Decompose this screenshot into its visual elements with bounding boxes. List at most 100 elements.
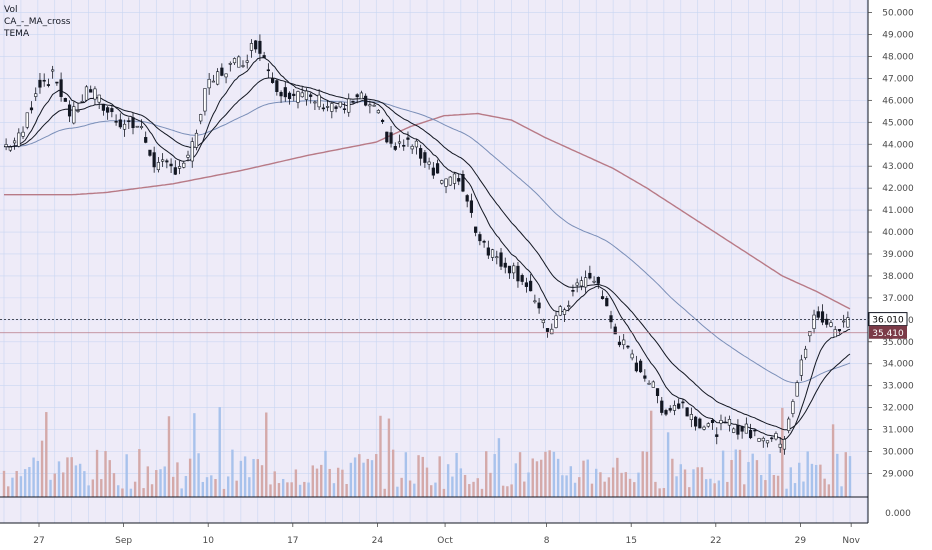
candle-body	[795, 382, 799, 397]
x-tick-label: Oct	[437, 536, 453, 546]
candle-body	[8, 146, 12, 151]
candle-body	[719, 420, 723, 424]
volume-bar	[603, 481, 606, 497]
volume-bar	[658, 488, 661, 497]
y-tick-label: 32.000	[882, 404, 914, 414]
volume-bar	[556, 458, 560, 497]
volume-bar	[523, 481, 526, 497]
candle-body	[271, 77, 275, 83]
candle-body	[592, 280, 596, 283]
volume-bar	[527, 472, 530, 497]
candle-body	[232, 58, 237, 64]
candle-body	[42, 79, 46, 82]
y-tick-label: 37.000	[882, 294, 914, 304]
candle-body	[499, 252, 503, 267]
volume-bar	[599, 472, 602, 497]
candle-body	[29, 107, 34, 111]
volume-bar	[781, 407, 784, 497]
candle-body	[605, 298, 609, 307]
volume-bar	[540, 459, 543, 497]
volume-bar	[578, 477, 581, 497]
volume-bar	[320, 464, 323, 497]
volume-bar	[74, 465, 78, 497]
legend-tema[interactable]: TEMA	[4, 29, 30, 39]
candle-body	[372, 104, 376, 107]
volume-bar	[349, 462, 353, 497]
y-tick-label: 34.000	[882, 360, 914, 370]
volume-bar	[620, 472, 623, 497]
candle-body	[182, 162, 186, 168]
y-tick-label: 41.000	[882, 206, 914, 216]
volume-bar	[95, 449, 99, 497]
volume-bar	[146, 466, 150, 497]
legend-vol[interactable]: Vol	[4, 5, 18, 15]
volume-bar	[734, 449, 737, 497]
candle-body	[34, 93, 38, 97]
candle-body	[266, 69, 270, 72]
candle-body	[80, 101, 84, 103]
volume-bar	[142, 488, 145, 497]
candle-body	[440, 180, 444, 184]
candle-body	[562, 309, 567, 315]
volume-bar	[544, 451, 547, 497]
candle-body	[59, 79, 63, 97]
candle-body	[161, 159, 165, 162]
candle-body	[258, 40, 262, 54]
volume-bar	[438, 456, 441, 497]
volume-bar	[78, 463, 82, 497]
volume-bar	[62, 472, 65, 497]
volume-bar	[582, 460, 585, 497]
candle-body	[427, 161, 431, 165]
volume-bar	[150, 484, 154, 497]
candle-body	[812, 314, 816, 329]
volume-bar	[548, 450, 551, 497]
legend-ma-cross[interactable]: CA_-_MA_cross	[4, 17, 71, 27]
candle-body	[732, 428, 736, 433]
candle-body	[364, 95, 368, 106]
candle-body	[25, 112, 29, 128]
candle-body	[757, 438, 761, 442]
volume-bar	[759, 475, 763, 497]
volume-bar	[15, 470, 18, 497]
volume-bar	[336, 467, 340, 497]
volume-bar	[472, 481, 475, 497]
candle-body	[596, 276, 600, 284]
volume-bar	[159, 469, 162, 497]
volume-bar	[28, 467, 31, 497]
volume-bar	[400, 477, 403, 497]
ma-price-tag-box	[869, 325, 907, 339]
candle-body	[254, 40, 258, 50]
y-tick-label: 42.000	[882, 184, 914, 194]
volume-bar	[57, 461, 61, 497]
candle-body	[457, 178, 461, 182]
volume-bar	[641, 451, 644, 497]
volume-bar	[391, 449, 395, 497]
volume-bar	[768, 454, 771, 497]
volume-bar	[493, 454, 496, 497]
candle-body	[710, 419, 715, 424]
candle-body	[347, 98, 351, 113]
candle-body	[744, 423, 748, 434]
volume-bar	[40, 440, 44, 497]
candle-body	[613, 326, 617, 335]
volume-bar	[193, 413, 196, 497]
candle-body	[152, 152, 156, 168]
volume-bar	[425, 467, 429, 497]
candle-body	[419, 148, 423, 159]
candle-body	[482, 240, 486, 243]
candle-body	[545, 328, 550, 332]
volume-bar	[848, 456, 852, 497]
volume-bar	[637, 472, 640, 497]
volume-bar	[662, 488, 666, 497]
volume-bar	[201, 481, 205, 497]
volume-bar	[700, 467, 704, 497]
volume-bar	[311, 465, 314, 497]
volume-bar	[654, 481, 657, 497]
candle-body	[148, 149, 152, 156]
volume-bar	[315, 468, 319, 497]
volume-bar	[396, 486, 399, 497]
candle-body	[4, 144, 8, 147]
volume-bar	[430, 485, 433, 497]
candle-body	[393, 146, 397, 150]
